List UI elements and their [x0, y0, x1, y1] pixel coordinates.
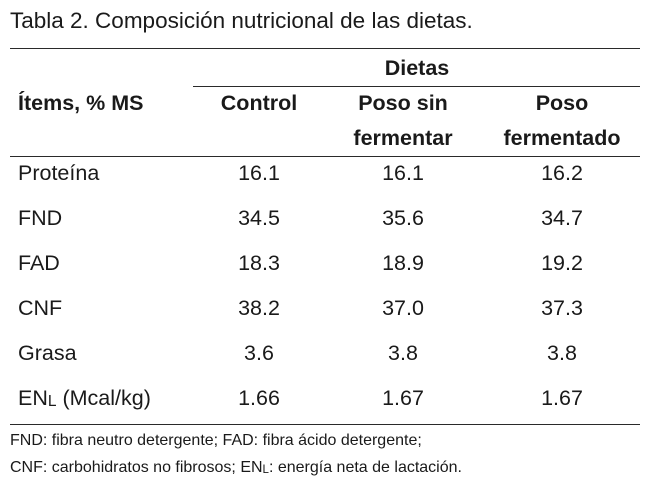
- table-row-label: Proteína: [18, 161, 100, 185]
- table-row-label: FND: [18, 206, 63, 230]
- footnote-suffix: : energía neta de lactación.: [268, 459, 462, 476]
- top-rule: [10, 48, 640, 49]
- column-header-poso-fermentado-line1: Poso: [535, 91, 589, 115]
- table-cell: 34.5: [238, 206, 280, 230]
- table-cell: 1.66: [238, 386, 280, 410]
- label-main: EN: [18, 386, 48, 410]
- table-cell: 16.1: [382, 161, 424, 185]
- table-row-label: FAD: [18, 251, 60, 275]
- bottom-rule: [10, 424, 640, 425]
- table-cell: 18.9: [382, 251, 424, 275]
- label-rest: (Mcal/kg): [56, 386, 151, 410]
- table-cell: 16.1: [238, 161, 280, 185]
- dietas-group-header: Dietas: [384, 56, 450, 80]
- table-cell: 18.3: [238, 251, 280, 275]
- label-subscript: L: [47, 392, 57, 410]
- table-row-label: Grasa: [18, 341, 77, 365]
- footnote-line-2: CNF: carbohidratos no fibrosos; ENL: ene…: [10, 459, 462, 477]
- table-cell: 3.8: [388, 341, 418, 365]
- column-header-poso-sin-fermentar-line2: fermentar: [353, 126, 453, 150]
- footnote-line-1: FND: fibra neutro detergente; FAD: fibra…: [10, 432, 422, 449]
- items-header: Ítems, % MS: [18, 91, 144, 115]
- footnote-prefix: CNF: carbohidratos no fibrosos; EN: [10, 459, 263, 476]
- table-cell: 38.2: [238, 296, 280, 320]
- table-row-label: ENL (Mcal/kg): [18, 386, 151, 410]
- table-caption: Tabla 2. Composición nutricional de las …: [10, 8, 473, 33]
- table-row-label: CNF: [18, 296, 63, 320]
- header-bottom-rule: [10, 156, 640, 157]
- table-cell: 3.8: [547, 341, 577, 365]
- table-cell: 37.3: [541, 296, 583, 320]
- table-cell: 37.0: [382, 296, 424, 320]
- column-header-poso-sin-fermentar-line1: Poso sin: [358, 91, 448, 115]
- table-cell: 1.67: [382, 386, 424, 410]
- table-cell: 3.6: [244, 341, 274, 365]
- table-cell: 34.7: [541, 206, 583, 230]
- table-cell: 16.2: [541, 161, 583, 185]
- dietas-underline-rule: [193, 86, 640, 87]
- table-cell: 1.67: [541, 386, 583, 410]
- table-cell: 35.6: [382, 206, 424, 230]
- column-header-poso-fermentado-line2: fermentado: [503, 126, 621, 150]
- table-cell: 19.2: [541, 251, 583, 275]
- column-header-control: Control: [220, 91, 298, 115]
- footnote-subscript: L: [262, 463, 269, 476]
